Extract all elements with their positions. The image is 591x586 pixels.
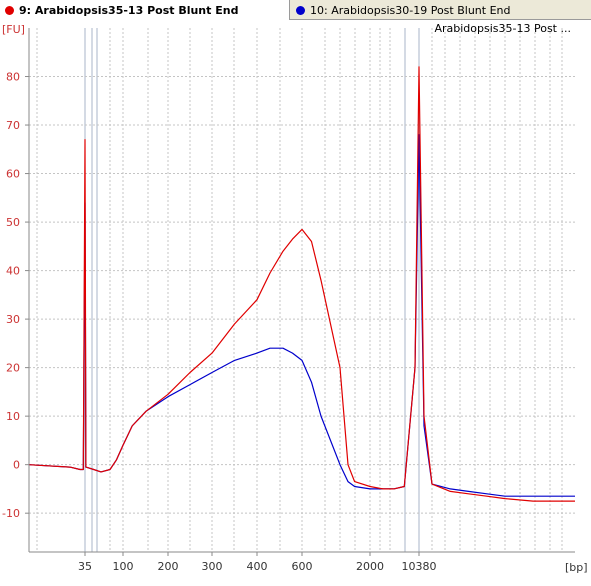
y-unit-label: [FU] — [2, 23, 25, 36]
y-tick-label: 20 — [6, 362, 20, 375]
x-tick-label: 400 — [247, 560, 268, 573]
chart-background — [0, 20, 591, 586]
y-tick-label: 60 — [6, 168, 20, 181]
tab-label: 9: Arabidopsis35-13 Post Blunt End — [19, 3, 239, 17]
x-tick-label: 600 — [292, 560, 313, 573]
red-dot-icon — [5, 5, 14, 15]
x-tick-label: 300 — [202, 560, 223, 573]
x-tick-label: 200 — [158, 560, 179, 573]
blue-dot-icon — [296, 5, 305, 15]
electropherogram-chart: -10 0 10 20 30 40 50 60 70 80 35 100 200 300 400 600 20… — [0, 20, 591, 586]
tab-label: 10: Arabidopsis30-19 Post Blunt End — [310, 3, 511, 17]
y-tick-label: -10 — [2, 507, 20, 520]
tab-sample-9[interactable]: 9: Arabidopsis35-13 Post Blunt End — [0, 0, 290, 20]
y-axis-ticks: -10 0 10 20 30 40 50 60 70 80 — [2, 71, 29, 520]
y-tick-label: 80 — [6, 71, 20, 84]
tab-sample-10[interactable]: 10: Arabidopsis30-19 Post Blunt End — [291, 0, 591, 20]
x-tick-label: 100 — [113, 560, 134, 573]
series-group — [28, 66, 575, 502]
x-tick-label: 10380 — [402, 560, 437, 573]
x-tick-label: 2000 — [356, 560, 384, 573]
x-unit-label: [bp] — [565, 561, 588, 574]
sample-tabs: 9: Arabidopsis35-13 Post Blunt End 10: A… — [0, 0, 591, 20]
y-tick-label: 40 — [6, 265, 20, 278]
y-tick-label: 50 — [6, 216, 20, 229]
legend-title: Arabidopsis35-13 Post ... — [434, 22, 571, 35]
y-tick-label: 30 — [6, 313, 20, 326]
y-tick-label: 0 — [13, 459, 20, 472]
series-line-sample-9 — [28, 66, 575, 502]
y-tick-label: 70 — [6, 119, 20, 132]
y-tick-label: 10 — [6, 410, 20, 423]
x-axis-ticks: 35 100 200 300 400 600 2000 10380 — [78, 552, 437, 573]
grid-lines — [29, 28, 575, 552]
x-tick-label: 35 — [78, 560, 92, 573]
